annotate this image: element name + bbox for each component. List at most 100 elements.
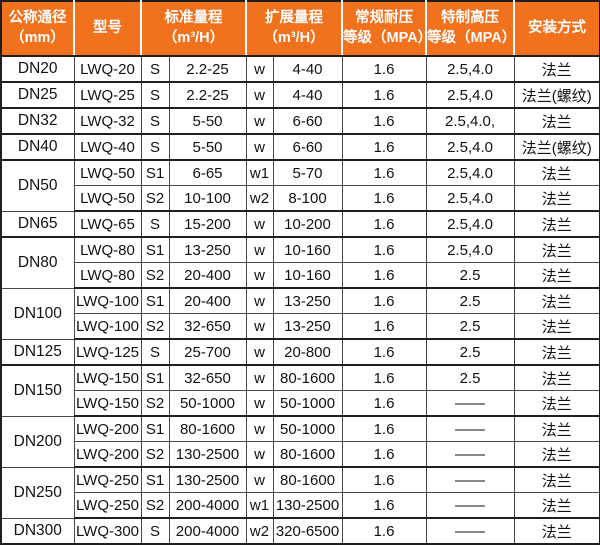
special-pressure-cell: 2.5,4.0 [425,159,515,186]
standard-range-cell: 5-50 [168,107,247,135]
special-pressure-cell: 2.5,4.0 [425,185,515,212]
extended-range-cell: 4-40 [272,81,343,109]
extended-range-cell: 130-2500 [272,492,343,519]
extended-grade-cell: w [245,338,274,366]
special-pressure-cell: 2.5,4.0 [425,81,515,109]
extended-grade-cell: w2 [245,517,274,545]
install-cell: 法兰 [513,364,600,391]
table-row: LWQ-150 S2 50-1000 w 50-1000 1.6 —— 法兰 [1,390,600,417]
install-cell: 法兰 [513,313,600,340]
table-row: LWQ-200 S2 130-2500 w 80-1600 1.6 —— 法兰 [1,441,600,468]
model-cell: LWQ-65 [73,210,142,238]
standard-range-cell: 2.2-25 [168,81,247,109]
model-cell: LWQ-80 [73,262,142,289]
extended-grade-cell: w [245,364,274,391]
standard-grade-cell: S1 [140,364,170,391]
header-model: 型号 [74,1,142,57]
model-cell: LWQ-100 [73,287,142,314]
install-cell: 法兰 [513,390,600,417]
special-pressure-cell: 2.5,4.0 [425,55,515,83]
standard-grade-cell: S2 [140,390,170,417]
regular-pressure-cell: 1.6 [341,210,427,238]
extended-range-cell: 80-1600 [272,441,343,468]
regular-pressure-cell: 1.6 [341,185,427,212]
table-row: DN32 LWQ-32 S 5-50 w 6-60 1.6 2.5,4.0, 法… [0,107,600,135]
install-cell: 法兰 [513,287,600,314]
header-text: 常规耐压 [355,9,414,26]
header-text: 等级（MPA） [427,29,517,46]
install-cell: 法兰 [513,55,600,83]
special-pressure-cell: 2.5 [425,364,515,391]
table-row: LWQ-50 S2 10-100 w2 8-100 1.6 2.5,4.0 法兰 [1,185,600,212]
standard-grade-cell: S [140,81,170,109]
table-row: DN25 LWQ-25 S 2.2-25 w 4-40 1.6 2.5,4.0 … [0,81,600,109]
extended-range-cell: 20-800 [272,338,343,366]
diameter-cell: DN100 [0,287,75,340]
standard-grade-cell: S2 [140,441,170,468]
extended-grade-cell: w [245,236,274,263]
standard-range-cell: 80-1600 [168,415,247,442]
table-row: DN300 LWQ-300 S 200-4000 w2 320-6500 1.6… [0,517,600,545]
header-text: 特制高压 [441,9,500,26]
extended-grade-cell: w2 [245,185,274,212]
header-text: 等级（MPA） [343,29,433,46]
model-cell: LWQ-150 [73,364,142,391]
special-pressure-cell: 2.5,4.0 [425,210,515,238]
standard-grade-cell: S2 [140,185,170,212]
diameter-cell: DN40 [0,133,75,161]
special-pressure-cell: 2.5,4.0 [425,236,515,263]
special-pressure-cell: —— [425,466,515,493]
extended-grade-cell: w [245,313,274,340]
header-text: 安装方式 [528,19,587,36]
special-pressure-cell: 2.5 [425,338,515,366]
diameter-cell: DN150 [0,364,75,417]
standard-range-cell: 200-4000 [168,517,247,545]
model-cell: LWQ-50 [73,185,142,212]
regular-pressure-cell: 1.6 [341,81,427,109]
regular-pressure-cell: 1.6 [341,466,427,493]
special-pressure-cell: —— [425,517,515,545]
extended-grade-cell: w1 [245,159,274,186]
standard-grade-cell: S1 [140,466,170,493]
install-cell: 法兰 [513,492,600,519]
header-text: 公称通径 [8,9,67,26]
regular-pressure-cell: 1.6 [341,133,427,161]
install-cell: 法兰 [513,415,600,442]
extended-grade-cell: w [245,210,274,238]
regular-pressure-cell: 1.6 [341,338,427,366]
standard-range-cell: 6-65 [168,159,247,186]
model-cell: LWQ-25 [73,81,142,109]
table-row: DN80 LWQ-80 S1 13-250 w 10-160 1.6 2.5,4… [0,236,600,289]
model-cell: LWQ-20 [73,55,142,83]
extended-range-cell: 8-100 [272,185,343,212]
special-pressure-cell: 2.5 [425,262,515,289]
extended-range-cell: 13-250 [272,313,343,340]
install-cell: 法兰 [513,159,600,186]
diameter-cell: DN125 [0,338,75,366]
standard-grade-cell: S1 [140,287,170,314]
model-cell: LWQ-150 [73,390,142,417]
diameter-cell: DN300 [0,517,75,545]
diameter-cell: DN32 [0,107,75,135]
header-nominal-diameter: 公称通径 （mm） [1,1,75,57]
header-installation: 安装方式 [514,1,600,57]
standard-range-cell: 13-250 [168,236,247,263]
header-standard-range: 标准量程 （m³/H） [141,1,248,57]
model-cell: LWQ-32 [73,107,142,135]
model-cell: LWQ-40 [73,133,142,161]
regular-pressure-cell: 1.6 [341,287,427,314]
model-cell: LWQ-50 [73,159,142,186]
special-pressure-cell: 2.5,4.0 [425,133,515,161]
standard-grade-cell: S2 [140,313,170,340]
special-pressure-cell: 2.5,4.0, [425,107,515,135]
install-cell: 法兰 [513,466,600,493]
install-cell: 法兰 [513,107,600,135]
header-special-pressure: 特制高压 等级（MPA） [426,1,517,57]
model-cell: LWQ-200 [73,441,142,468]
standard-grade-cell: S2 [140,262,170,289]
install-cell: 法兰 [513,185,600,212]
table-row: LWQ-100 S2 32-650 w 13-250 1.6 2.5 法兰 [1,313,600,340]
standard-grade-cell: S [140,107,170,135]
standard-grade-cell: S1 [140,159,170,186]
standard-range-cell: 32-650 [168,313,247,340]
